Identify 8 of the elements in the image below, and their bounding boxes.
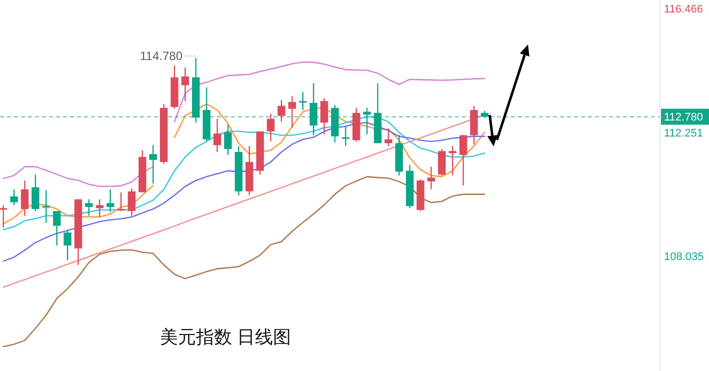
y-tick-label: 108.035 [664, 251, 704, 264]
annotation: 114.780 [140, 49, 183, 63]
line-series [2, 176, 486, 348]
text: 美元指数 日线图 [160, 327, 292, 347]
ref-line-label: 112.780 [664, 112, 703, 124]
y-tick-label: 116.466 [664, 3, 703, 16]
y-tick-label: 112.251 [664, 127, 703, 140]
line-series [2, 122, 486, 262]
